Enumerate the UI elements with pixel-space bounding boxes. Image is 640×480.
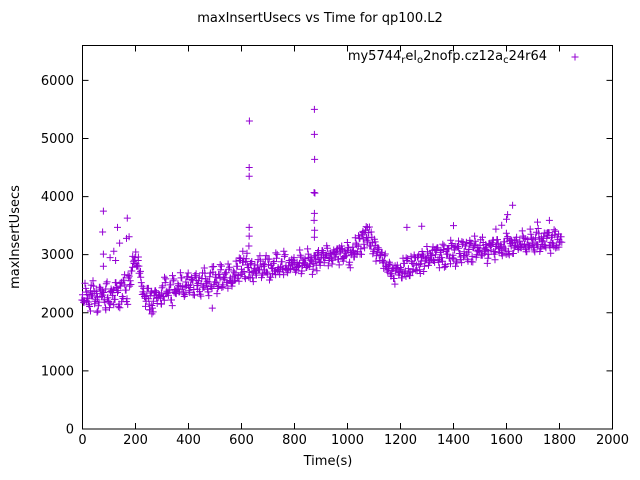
x-tick-label: 2000	[596, 433, 629, 448]
legend-label-text: 24r64	[508, 49, 547, 64]
legend-marker-icon	[571, 53, 579, 61]
x-tick-label: 600	[229, 433, 254, 448]
x-tick-label: 400	[176, 433, 201, 448]
legend-label-subscript: o	[417, 55, 424, 66]
legend: my5744relo2nofp.cz12ac24r64	[348, 49, 547, 66]
legend-label-subscript: r	[401, 55, 406, 66]
x-tick-label: 1000	[331, 433, 364, 448]
legend-label-text: el	[405, 49, 418, 64]
y-tick-label: 2000	[41, 306, 74, 321]
y-axis-label: maxInsertUsecs	[8, 185, 23, 289]
x-tick-label: 0	[78, 433, 86, 448]
legend-label-text: 2nofp.cz12a	[423, 49, 504, 64]
x-tick-label: 200	[123, 433, 148, 448]
x-tick-label: 1800	[543, 433, 576, 448]
x-tick-label: 800	[282, 433, 307, 448]
scatter-points	[78, 223, 566, 316]
y-tick-label: 3000	[41, 248, 74, 263]
y-tick-label: 0	[66, 423, 74, 438]
x-tick-label: 1400	[437, 433, 470, 448]
y-tick-label: 6000	[41, 74, 74, 89]
scatter-outlier-points	[87, 105, 553, 318]
axis-ticks	[82, 45, 613, 430]
legend-label-subscript: c	[503, 55, 509, 66]
chart-title: maxInsertUsecs vs Time for qp100.L2	[197, 11, 443, 26]
x-axis-label: Time(s)	[303, 454, 353, 469]
y-tick-label: 4000	[41, 190, 74, 205]
legend-label: my5744relo2nofp.cz12ac24r64	[347, 49, 547, 66]
x-tick-label: 1600	[490, 433, 523, 448]
y-tick-label: 1000	[41, 364, 74, 379]
y-tick-label: 5000	[41, 132, 74, 147]
x-tick-label: 1200	[384, 433, 417, 448]
legend-label-text: my5744	[347, 49, 402, 64]
